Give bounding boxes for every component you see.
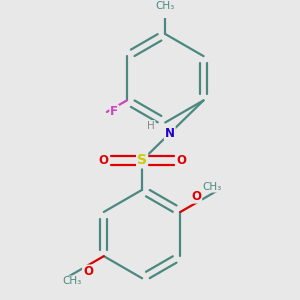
Text: CH₃: CH₃ (203, 182, 222, 192)
Text: O: O (176, 154, 186, 167)
Text: CH₃: CH₃ (156, 1, 175, 10)
Text: N: N (165, 127, 175, 140)
Text: H: H (147, 121, 155, 131)
Text: F: F (110, 105, 118, 119)
Text: O: O (191, 190, 201, 203)
Text: S: S (137, 153, 147, 167)
Text: O: O (83, 266, 93, 278)
Text: CH₃: CH₃ (62, 276, 82, 286)
Text: O: O (98, 154, 108, 167)
